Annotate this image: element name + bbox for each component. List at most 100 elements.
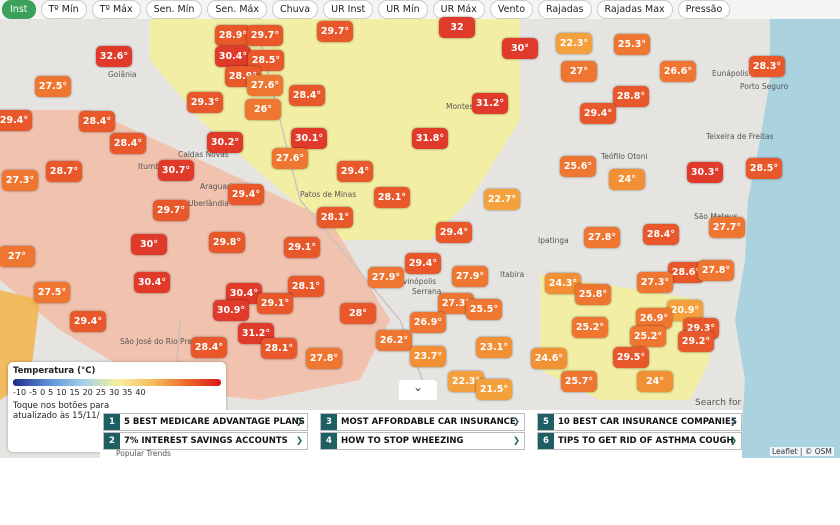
temperature-marker[interactable]: 27.5° (35, 76, 71, 97)
temperature-marker[interactable]: 28.1° (317, 207, 353, 228)
temperature-marker[interactable]: 28.9° (215, 25, 251, 46)
temperature-marker[interactable]: 27.8° (698, 260, 734, 281)
temperature-marker[interactable]: 28.6° (668, 262, 704, 283)
temperature-marker[interactable]: 27° (0, 246, 35, 267)
temperature-marker[interactable]: 27.9° (452, 266, 488, 287)
temperature-marker[interactable]: 25.8° (575, 284, 611, 305)
temperature-marker[interactable]: 22.3° (556, 33, 592, 54)
temperature-marker[interactable]: 28.8° (613, 86, 649, 107)
temperature-marker[interactable]: 27.6° (272, 148, 308, 169)
temperature-marker[interactable]: 28.5° (248, 50, 284, 71)
ad-item[interactable]: 4 HOW TO STOP WHEEZING ❯ (320, 432, 525, 450)
temperature-marker[interactable]: 29.1° (257, 293, 293, 314)
temperature-marker[interactable]: 28° (340, 303, 376, 324)
temperature-marker[interactable]: 25.2° (630, 326, 666, 347)
temperature-marker[interactable]: 31.2° (472, 93, 508, 114)
temperature-marker[interactable]: 28.4° (79, 111, 115, 132)
temperature-marker[interactable]: 27.5° (34, 282, 70, 303)
temperature-marker[interactable]: 29.8° (209, 232, 245, 253)
temperature-marker[interactable]: 32 (439, 17, 475, 38)
temperature-marker[interactable]: 27.8° (306, 348, 342, 369)
temperature-marker[interactable]: 30.3° (687, 162, 723, 183)
temperature-marker[interactable]: 29.5° (613, 347, 649, 368)
temperature-marker[interactable]: 28.3° (749, 56, 785, 77)
temperature-marker[interactable]: 29.7° (153, 200, 189, 221)
temperature-marker[interactable]: 29.4° (0, 110, 32, 131)
temperature-marker[interactable]: 32.6° (96, 46, 132, 67)
temperature-marker[interactable]: 27.6° (247, 75, 283, 96)
temperature-marker[interactable]: 28.7° (46, 161, 82, 182)
temperature-marker[interactable]: 27° (561, 61, 597, 82)
temperature-marker[interactable]: 29.2° (678, 331, 714, 352)
temperature-marker[interactable]: 23.1° (476, 337, 512, 358)
temperature-marker[interactable]: 30.9° (213, 300, 249, 321)
ad-item[interactable]: 6 TIPS TO GET RID OF ASTHMA COUGH ❯ (537, 432, 742, 450)
temperature-marker[interactable]: 30.1° (291, 128, 327, 149)
temperature-marker[interactable]: 28.4° (110, 133, 146, 154)
temperature-marker[interactable]: 28.5° (746, 158, 782, 179)
temperature-marker[interactable]: 26° (245, 99, 281, 120)
temperature-marker[interactable]: 30° (502, 38, 538, 59)
temperature-marker[interactable]: 29.7° (317, 21, 353, 42)
temperature-marker[interactable]: 26.9° (636, 308, 672, 329)
temperature-marker[interactable]: 30.7° (158, 160, 194, 181)
temperature-marker[interactable]: 22.3° (448, 371, 484, 392)
temperature-marker[interactable]: 29.4° (337, 161, 373, 182)
toolbar-button[interactable]: Sen. Máx (207, 0, 267, 19)
toolbar-button[interactable]: Rajadas Max (596, 0, 673, 19)
temperature-marker[interactable]: 29.4° (228, 184, 264, 205)
ad-item[interactable]: 3 MOST AFFORDABLE CAR INSURANCE ❯ (320, 413, 525, 431)
temperature-marker[interactable]: 30.4° (215, 46, 251, 67)
temperature-marker[interactable]: 27.3° (637, 272, 673, 293)
temperature-marker[interactable]: 31.8° (412, 128, 448, 149)
toolbar-button[interactable]: UR Inst (323, 0, 374, 19)
temperature-marker[interactable]: 28.1° (288, 276, 324, 297)
temperature-marker[interactable]: 28.4° (643, 224, 679, 245)
temperature-marker[interactable]: 25.3° (614, 34, 650, 55)
ad-item[interactable]: 5 10 BEST CAR INSURANCE COMPANIES ❯ (537, 413, 742, 431)
toolbar-button[interactable]: Inst (2, 0, 36, 19)
toolbar-button[interactable]: Sen. Mín (145, 0, 203, 19)
temperature-marker[interactable]: 24° (609, 169, 645, 190)
temperature-marker[interactable]: 21.5° (476, 379, 512, 400)
temperature-marker[interactable]: 25.2° (572, 317, 608, 338)
temperature-marker[interactable]: 30° (131, 234, 167, 255)
temperature-marker[interactable]: 30.4° (134, 272, 170, 293)
temperature-marker[interactable]: 24.3° (545, 273, 581, 294)
collapse-tab[interactable]: ⌄ (399, 380, 437, 400)
temperature-marker[interactable]: 29.4° (580, 103, 616, 124)
temperature-marker[interactable]: 30.4° (226, 283, 262, 304)
temperature-marker[interactable]: 28.1° (261, 338, 297, 359)
temperature-marker[interactable]: 29.4° (405, 253, 441, 274)
temperature-marker[interactable]: 23.7° (410, 346, 446, 367)
temperature-marker[interactable]: 28.1° (374, 187, 410, 208)
temperature-marker[interactable]: 29.7° (247, 25, 283, 46)
ad-item[interactable]: 2 7% INTEREST SAVINGS ACCOUNTS ❯ (103, 432, 308, 450)
ad-item[interactable]: 1 5 BEST MEDICARE ADVANTAGE PLANS ❯ (103, 413, 308, 431)
temperature-marker[interactable]: 27.7° (709, 217, 745, 238)
temperature-marker[interactable]: 28.4° (191, 337, 227, 358)
toolbar-button[interactable]: Pressão (677, 0, 731, 19)
temperature-marker[interactable]: 27.9° (368, 267, 404, 288)
temperature-marker[interactable]: 25.5° (466, 299, 502, 320)
temperature-marker[interactable]: 29.3° (187, 92, 223, 113)
temperature-marker[interactable]: 25.6° (560, 156, 596, 177)
toolbar-button[interactable]: Chuva (271, 0, 319, 19)
temperature-marker[interactable]: 25.7° (561, 371, 597, 392)
temperature-marker[interactable]: 29.4° (70, 311, 106, 332)
temperature-marker[interactable]: 27.3° (438, 293, 474, 314)
temperature-marker[interactable]: 26.9° (410, 312, 446, 333)
temperature-marker[interactable]: 24° (637, 371, 673, 392)
temperature-marker[interactable]: 27.8° (584, 227, 620, 248)
temperature-marker[interactable]: 20.9° (667, 300, 703, 321)
toolbar-button[interactable]: UR Mín (378, 0, 428, 19)
temperature-marker[interactable]: 24.6° (531, 348, 567, 369)
temperature-marker[interactable]: 30.2° (207, 132, 243, 153)
toolbar-button[interactable]: Tº Máx (91, 0, 141, 19)
temperature-marker[interactable]: 28.4° (289, 85, 325, 106)
temperature-marker[interactable]: 29.1° (284, 237, 320, 258)
temperature-marker[interactable]: 29.4° (436, 222, 472, 243)
temperature-marker[interactable]: 22.7° (484, 189, 520, 210)
toolbar-button[interactable]: Vento (489, 0, 534, 19)
temperature-marker[interactable]: 26.2° (376, 330, 412, 351)
